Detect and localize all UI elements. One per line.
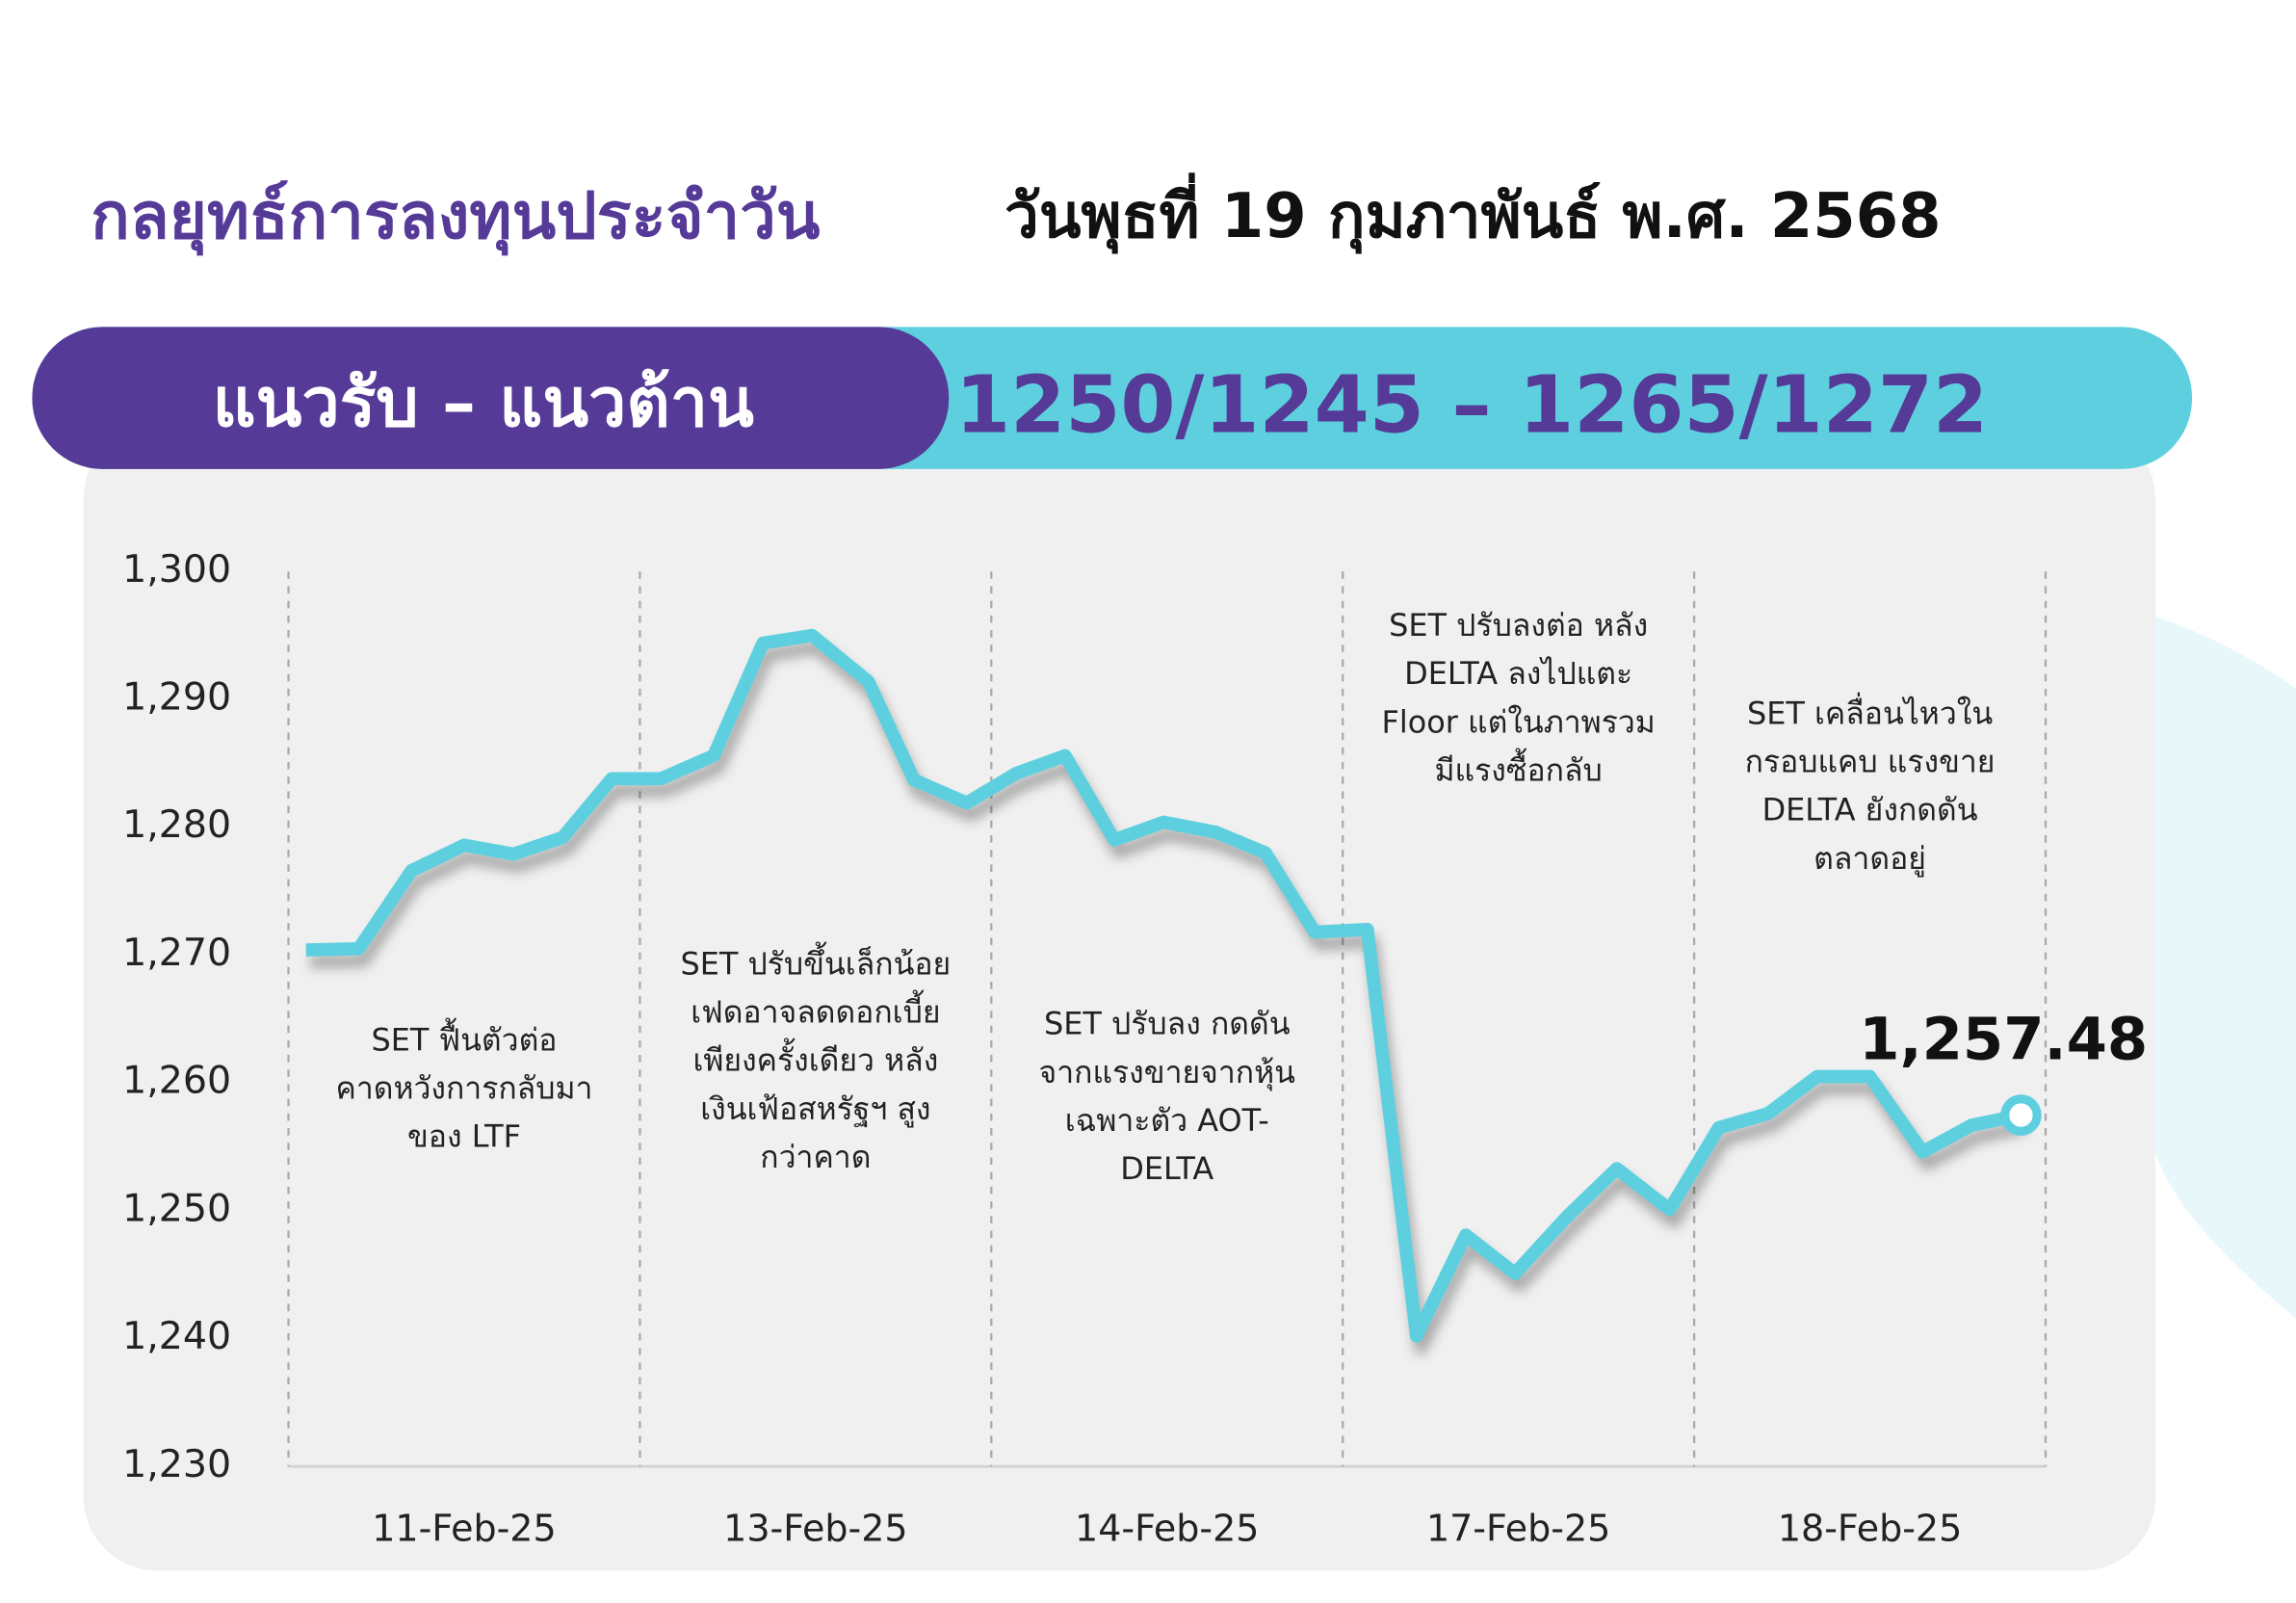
chart-panel <box>83 425 2156 1571</box>
last-point <box>2000 1094 2042 1136</box>
annotation: เพียงครั้งเดียว หลัง <box>692 1038 938 1079</box>
x-tick-label: 18-Feb-25 <box>1778 1508 1962 1550</box>
annotation: เฟดอาจลดดอกเบี้ย <box>691 989 940 1030</box>
x-tick-label: 11-Feb-25 <box>372 1508 556 1550</box>
annotation: มีแรงซื้อกลับ <box>1435 749 1603 789</box>
banner-value: 1250/1245 – 1265/1272 <box>955 360 1988 452</box>
subtitle: วันพุธที่ 19 กุมภาพันธ์ พ.ศ. 2568 <box>1004 172 1942 254</box>
plot: 1,230 1,240 1,250 1,260 1,270 1,280 1,290 1,300… <box>122 547 2148 1550</box>
annotation: DELTA ลงไปแตะ <box>1404 655 1632 692</box>
annotation: กว่าคาด <box>760 1139 871 1175</box>
decor-shape <box>2152 615 2296 1319</box>
annotation: ของ LTF <box>407 1118 521 1155</box>
y-tick-label: 1,300 <box>122 547 231 591</box>
x-tick-label: 14-Feb-25 <box>1075 1508 1259 1550</box>
y-tick-label: 1,250 <box>122 1186 231 1230</box>
y-tick-label: 1,290 <box>122 675 231 720</box>
annotation: ตลาดอยู่ <box>1813 840 1926 878</box>
annotation: DELTA ยังกดดัน <box>1762 792 1978 828</box>
annotation: เงินเฟ้อสหรัฐฯ สูง <box>700 1091 930 1128</box>
x-tick-label: 13-Feb-25 <box>723 1508 907 1550</box>
y-tick-label: 1,240 <box>122 1314 231 1358</box>
annotation: DELTA <box>1120 1150 1213 1187</box>
annotation: คาดหวังการกลับมา <box>335 1070 592 1107</box>
banner-label-box <box>32 327 950 469</box>
annotation: SET ฟื้นตัวต่อ <box>371 1017 557 1058</box>
y-tick-label: 1,270 <box>122 931 231 975</box>
annotation: Floor แต่ในภาพรวม <box>1382 703 1656 740</box>
annotation: จากแรงขายจากหุ้น <box>1039 1054 1296 1091</box>
value-label: 1,257.48 <box>1859 1007 2148 1074</box>
annotation: SET ปรับขึ้นเล็กน้อย <box>680 941 951 982</box>
y-tick-label: 1,280 <box>122 802 231 847</box>
annotation: เฉพาะตัว AOT- <box>1065 1102 1269 1139</box>
annotation: SET ปรับลง กดดัน <box>1044 1006 1291 1042</box>
annotation: SET ปรับลงต่อ หลัง <box>1389 607 1648 644</box>
annotation: SET เคลื่อนไหวใน <box>1747 692 1993 731</box>
x-tick-label: 17-Feb-25 <box>1426 1508 1610 1550</box>
line <box>305 628 2022 1343</box>
banner-label: แนวรับ – แนวต้าน <box>213 364 755 442</box>
annotation: กรอบแคบ แรงขาย <box>1745 743 1996 779</box>
title: กลยุทธ์การลงทุนประจำวัน <box>91 178 821 256</box>
y-tick-label: 1,260 <box>122 1059 231 1103</box>
y-tick-label: 1,230 <box>122 1442 231 1486</box>
